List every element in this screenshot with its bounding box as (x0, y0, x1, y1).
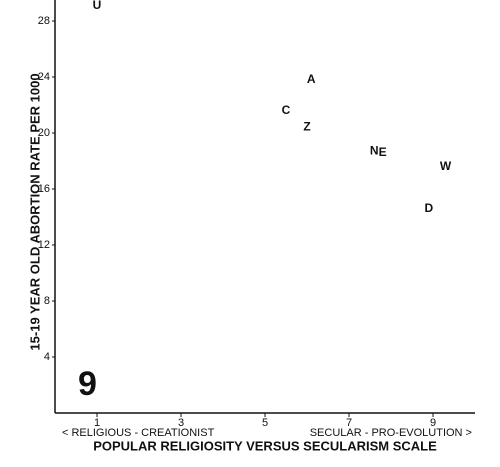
y-tick-label: 16 (38, 183, 50, 195)
y-tick-label: 24 (38, 71, 50, 83)
y-tick-label: 12 (38, 239, 50, 251)
x-left-note: < RELIGIOUS - CREATIONIST (62, 427, 215, 439)
x-tick-label: 7 (346, 417, 352, 429)
point-label: E (379, 145, 387, 159)
point-label: A (307, 72, 316, 86)
point-label: Z (303, 120, 310, 134)
y-tick-label: 4 (44, 351, 50, 363)
point-label: C (282, 103, 291, 117)
x-tick-label: 5 (262, 417, 268, 429)
x-tick-label: 9 (430, 417, 436, 429)
y-axis-title: 15-19 YEAR OLD ABORTION RATE PER 1000 (27, 73, 42, 350)
point-label: W (440, 159, 452, 173)
x-tick-label: 3 (178, 417, 184, 429)
y-tick-label: 28 (38, 15, 50, 27)
panel-label: 9 (78, 365, 97, 403)
y-tick-label: 20 (38, 127, 50, 139)
point-label: U (93, 0, 102, 12)
point-label: D (424, 201, 433, 215)
x-axis-title: POPULAR RELIGIOSITY VERSUS SECULARISM SC… (93, 438, 437, 453)
x-tick-label: 1 (94, 417, 100, 429)
point-label: N (370, 143, 379, 157)
x-right-note: SECULAR - PRO-EVOLUTION > (310, 427, 472, 439)
y-tick-label: 8 (44, 295, 50, 307)
